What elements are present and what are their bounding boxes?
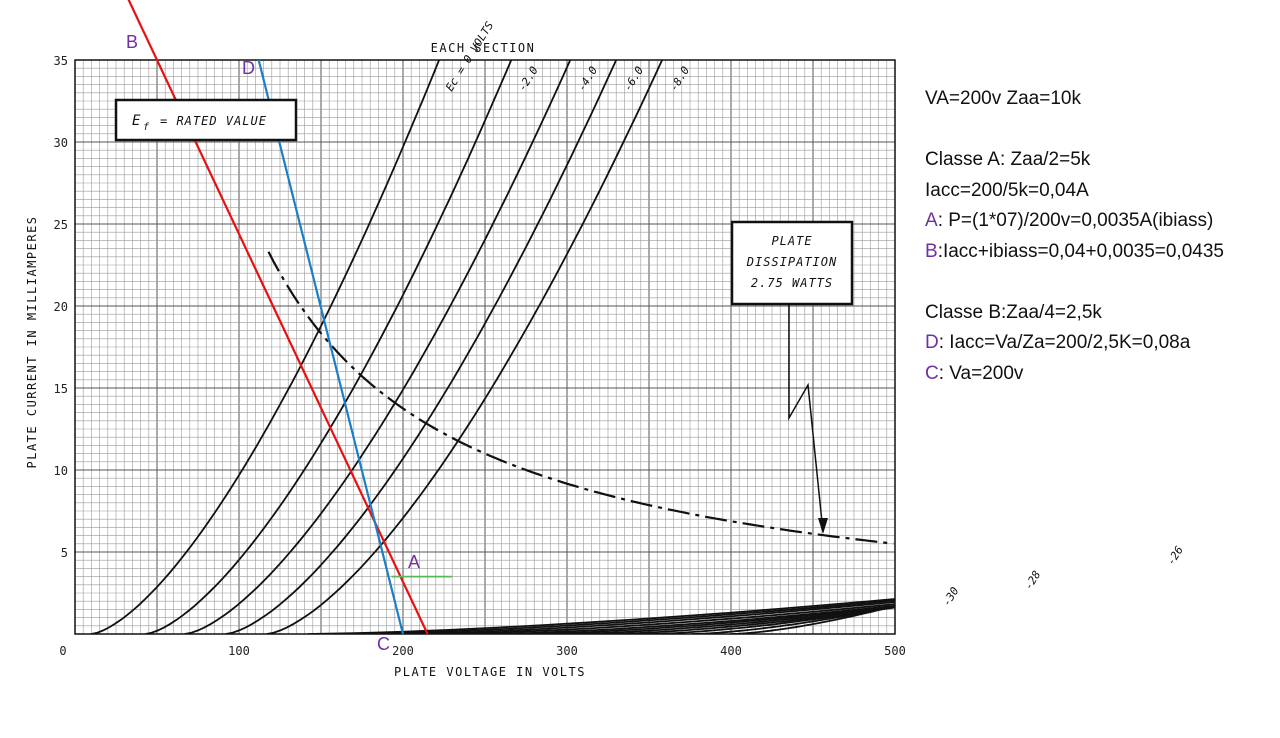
y-tick-label: 15 [54, 382, 68, 396]
dissipation-arrow [788, 304, 824, 533]
plate-curve [691, 605, 895, 634]
y-tick-label: 5 [61, 546, 68, 560]
x-axis-ticks: 0 100 200 300 400 500 [59, 644, 905, 658]
plate-curve [225, 60, 618, 634]
note-mark-a: A [925, 210, 938, 231]
y-tick-label: 35 [54, 54, 68, 68]
point-label-d: D [242, 58, 255, 78]
plate-curve [184, 60, 572, 634]
load-lines [127, 0, 453, 635]
plate-curve [648, 606, 895, 634]
note-line-4: A: P=(1*07)/200v=0,0035A(ibiass) [925, 206, 1280, 237]
note-line-3: Iacc=200/5k=0,04A [925, 179, 1089, 201]
filament-text: = RATED VALUE [160, 114, 267, 128]
plate-curve [730, 605, 895, 634]
note-mark-d: D [925, 332, 939, 353]
point-label-a: A [408, 552, 420, 572]
plate-curve [439, 603, 895, 634]
curve-label: -28 [1022, 568, 1044, 592]
y-tick-label: 10 [54, 464, 68, 478]
plate-curves [91, 60, 895, 634]
x-tick-label: 500 [884, 644, 906, 658]
note-text-d: : Iacc=Va/Za=200/2,5K=0,08a [938, 332, 1191, 353]
note-line-6: Classe B:Zaa/4=2,5k [925, 301, 1102, 323]
curve-label: Ec = 0 VOLTS [443, 19, 496, 94]
dissipation-curve [267, 251, 894, 545]
x-tick-label: 0 [59, 644, 66, 658]
plate-curve [394, 601, 895, 634]
note-mark-b: B [925, 240, 938, 262]
dissipation-dash-line [267, 251, 894, 545]
x-tick-label: 400 [720, 644, 742, 658]
filament-symbol: E [132, 113, 141, 129]
x-tick-label: 100 [228, 644, 250, 658]
y-tick-label: 30 [54, 136, 68, 150]
note-line-1: VA=200v Zaa=10k [925, 88, 1081, 109]
filament-box: E f = RATED VALUE [114, 98, 298, 142]
plate-curve [91, 60, 441, 634]
note-line-7: D: Iacc=Va/Za=200/2,5K=0,08a [925, 328, 1280, 359]
x-tick-label: 300 [556, 644, 578, 658]
filament-subscript: f [143, 122, 150, 133]
point-label-c: C [377, 634, 390, 654]
y-tick-label: 25 [54, 218, 68, 232]
dissipation-line-2: DISSIPATION [746, 255, 837, 269]
plate-curve [266, 60, 664, 634]
plate-curve [484, 604, 895, 634]
plate-curve [607, 606, 895, 634]
note-text-b: :Iacc+ibiass=0,04+0,0035=0,0435 [937, 240, 1224, 262]
x-tick-label: 200 [392, 644, 414, 658]
curve-label: -26 [1164, 544, 1186, 568]
dissipation-line-1: PLATE [771, 234, 812, 248]
note-mark-c: C [925, 362, 939, 384]
dissipation-line-3: 2.75 WATTS [751, 276, 833, 290]
blue-load-line [257, 59, 405, 635]
plate-curve [350, 599, 895, 634]
note-text-a: : P=(1*07)/200v=0,0035A(ibiass) [937, 210, 1214, 231]
curve-label: -30 [940, 585, 962, 609]
point-label-b: B [126, 32, 138, 52]
notes-panel: VA=200v Zaa=10k Classe A: Zaa/2=5k Iacc=… [925, 84, 1280, 389]
plate-curve [566, 606, 895, 634]
x-axis-label: PLATE VOLTAGE IN VOLTS [394, 665, 586, 679]
plate-curve [525, 605, 895, 634]
plate-curve [307, 598, 895, 634]
dissipation-arrowhead [818, 518, 828, 534]
dissipation-box: PLATE DISSIPATION 2.75 WATTS [730, 220, 854, 534]
chart-title: EACH SECTION [431, 41, 536, 55]
note-line-5: B:Iacc+ibiass=0,04+0,0035=0,0435 [925, 237, 1280, 268]
y-axis-label: PLATE CURRENT IN MILLIAMPERES [25, 215, 39, 468]
plate-curve [145, 60, 513, 634]
y-axis-ticks: 5 10 15 20 25 30 35 [54, 54, 68, 560]
note-line-8: C: Va=200v [925, 359, 1280, 390]
y-tick-label: 20 [54, 300, 68, 314]
note-text-c: : Va=200v [938, 362, 1024, 384]
note-line-2: Classe A: Zaa/2=5k [925, 149, 1091, 170]
